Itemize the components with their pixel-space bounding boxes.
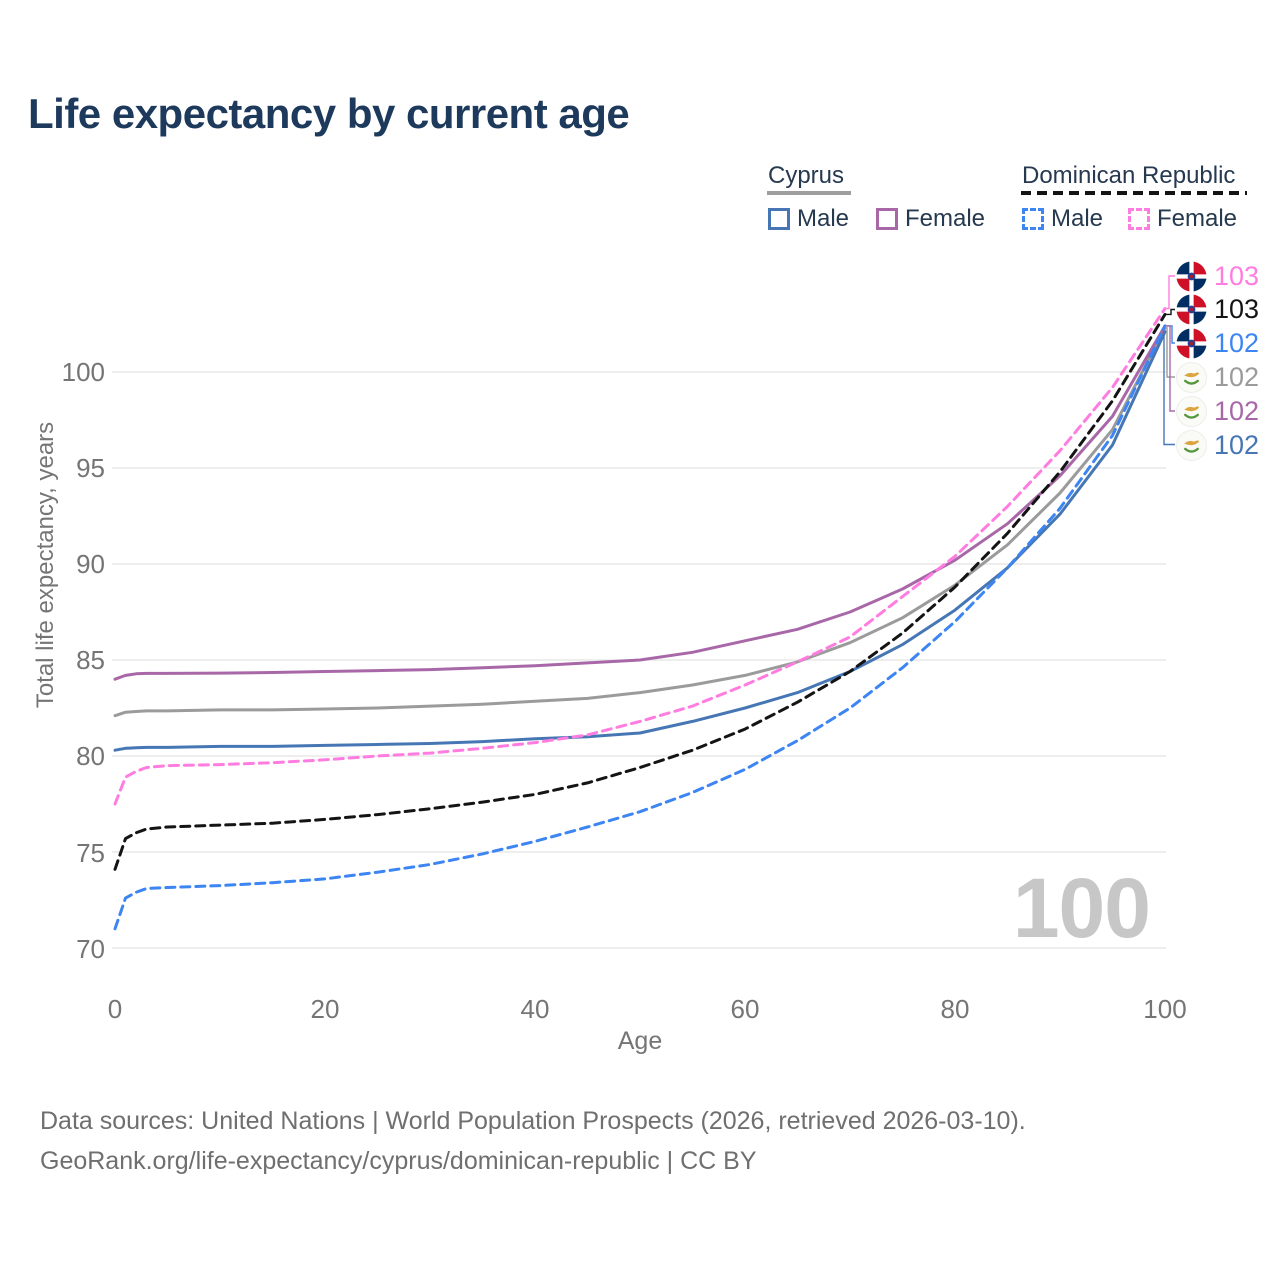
end-value: 102 xyxy=(1214,396,1260,426)
leader-line-cy_female xyxy=(1165,325,1175,412)
end-label-cyprus-female: 102 xyxy=(1176,395,1259,427)
legend-dr-female-label[interactable]: Female xyxy=(1157,205,1238,232)
end-label-cyprus-male: 102 xyxy=(1176,429,1259,461)
age-counter-watermark: 100 xyxy=(1012,861,1151,955)
y-tick-95: 95 xyxy=(76,453,105,483)
dominican-republic-flag-icon xyxy=(1176,293,1207,325)
end-label-cyprus-total: 102 xyxy=(1176,361,1259,393)
leader-line-cy_male xyxy=(1163,331,1175,446)
series-line-dr_male xyxy=(113,324,1167,931)
series-line-dr_total xyxy=(113,312,1167,871)
end-value: 102 xyxy=(1214,362,1260,392)
series-line-cy_total xyxy=(113,326,1167,718)
end-value: 102 xyxy=(1214,430,1260,460)
legend-cyprus-male-label[interactable]: Male xyxy=(797,205,850,232)
x-tick-100: 100 xyxy=(1143,994,1187,1024)
legend-dr-male-label[interactable]: Male xyxy=(1051,205,1104,232)
x-tick-60: 60 xyxy=(730,994,760,1024)
end-label-dr-male: 102 xyxy=(1176,327,1259,359)
y-tick-70: 70 xyxy=(76,934,105,964)
page-title: Life expectancy by current age xyxy=(28,90,630,137)
end-value: 102 xyxy=(1214,328,1260,358)
y-tick-100: 100 xyxy=(61,357,105,387)
leader-line-dr_female xyxy=(1165,275,1175,310)
x-axis-title: Age xyxy=(617,1027,663,1055)
data-sources-note: Data sources: United Nations | World Pop… xyxy=(40,1107,1026,1135)
x-tick-80: 80 xyxy=(940,994,970,1024)
series-line-cy_female xyxy=(113,324,1167,681)
legend-cyprus-female-label[interactable]: Female xyxy=(905,205,986,232)
legend-group-dominican-republic-label[interactable]: Dominican Republic xyxy=(1022,162,1236,189)
y-tick-75: 75 xyxy=(76,838,105,868)
series-line-dr_female xyxy=(113,307,1167,806)
legend-swatch-cyprus-male[interactable] xyxy=(768,208,790,230)
y-tick-85: 85 xyxy=(76,645,105,675)
legend-dominican-republic-underline xyxy=(1021,191,1247,195)
legend-group-cyprus-label[interactable]: Cyprus xyxy=(768,162,845,189)
legend-dr-female-swatch[interactable] xyxy=(1128,208,1150,230)
cyprus-flag-icon xyxy=(1176,361,1207,393)
x-tick-40: 40 xyxy=(520,994,550,1024)
y-tick-80: 80 xyxy=(76,741,105,771)
end-value: 103 xyxy=(1214,261,1260,291)
dominican-republic-flag-icon xyxy=(1176,260,1207,292)
x-tick-0: 0 xyxy=(107,994,123,1024)
series-line-cy_male xyxy=(113,330,1167,752)
cyprus-flag-icon xyxy=(1176,395,1207,427)
end-value: 103 xyxy=(1214,294,1260,324)
y-axis-title: Total life expectancy, years xyxy=(32,421,59,709)
cyprus-flag-icon xyxy=(1176,429,1207,461)
legend-swatch-cyprus-female[interactable] xyxy=(876,208,898,230)
legend-dr-male-swatch[interactable] xyxy=(1022,208,1044,230)
leader-line-dr_male xyxy=(1165,325,1175,344)
leader-line-cy_total xyxy=(1165,327,1175,378)
y-tick-90: 90 xyxy=(76,549,105,579)
x-tick-20: 20 xyxy=(310,994,340,1024)
dominican-republic-flag-icon xyxy=(1176,327,1207,359)
end-label-dr-total: 103 xyxy=(1176,293,1259,325)
leader-line-dr_total xyxy=(1165,308,1175,316)
legend-cyprus-underline xyxy=(767,191,851,195)
end-label-dr-female: 103 xyxy=(1176,260,1259,292)
attribution-note: GeoRank.org/life-expectancy/cyprus/domin… xyxy=(40,1147,757,1175)
